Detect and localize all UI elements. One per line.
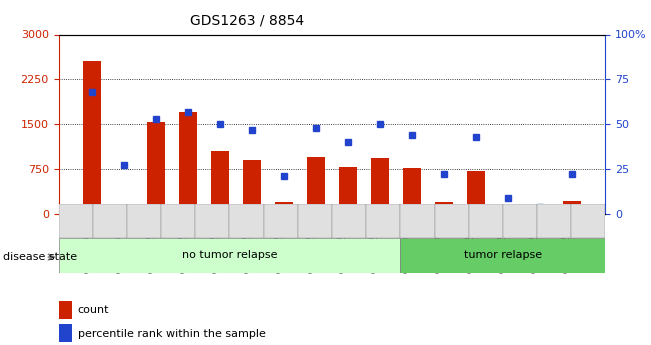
Bar xyxy=(400,238,605,273)
Bar xyxy=(264,204,298,238)
Bar xyxy=(400,204,435,238)
Bar xyxy=(467,171,484,214)
Bar xyxy=(92,204,127,238)
Text: count: count xyxy=(77,305,109,315)
Text: no tumor relapse: no tumor relapse xyxy=(182,250,277,260)
Bar xyxy=(59,238,400,273)
Text: GDS1263 / 8854: GDS1263 / 8854 xyxy=(190,14,305,28)
Bar xyxy=(59,301,72,319)
Bar xyxy=(503,204,537,238)
Text: percentile rank within the sample: percentile rank within the sample xyxy=(77,329,266,338)
Bar xyxy=(180,112,197,214)
Bar xyxy=(59,324,72,342)
Bar xyxy=(83,61,101,214)
Text: disease state: disease state xyxy=(3,252,77,262)
Bar xyxy=(403,168,421,214)
Bar xyxy=(572,204,605,238)
Bar xyxy=(531,209,549,214)
Bar xyxy=(298,204,332,238)
Bar xyxy=(537,204,572,238)
Bar xyxy=(161,204,195,238)
Bar xyxy=(563,201,581,214)
Bar xyxy=(332,204,366,238)
Bar xyxy=(243,160,261,214)
Bar xyxy=(307,157,325,214)
Bar xyxy=(229,204,264,238)
Bar xyxy=(434,204,469,238)
Bar xyxy=(59,204,92,238)
Bar xyxy=(115,205,133,214)
Bar xyxy=(275,202,293,214)
Text: tumor relapse: tumor relapse xyxy=(464,250,542,260)
Bar xyxy=(195,204,229,238)
Bar xyxy=(499,206,517,214)
Bar xyxy=(147,122,165,214)
Bar xyxy=(435,202,452,214)
Bar xyxy=(469,204,503,238)
Bar xyxy=(366,204,400,238)
Bar xyxy=(339,167,357,214)
Bar xyxy=(212,151,229,214)
Bar xyxy=(371,158,389,214)
Bar xyxy=(127,204,161,238)
